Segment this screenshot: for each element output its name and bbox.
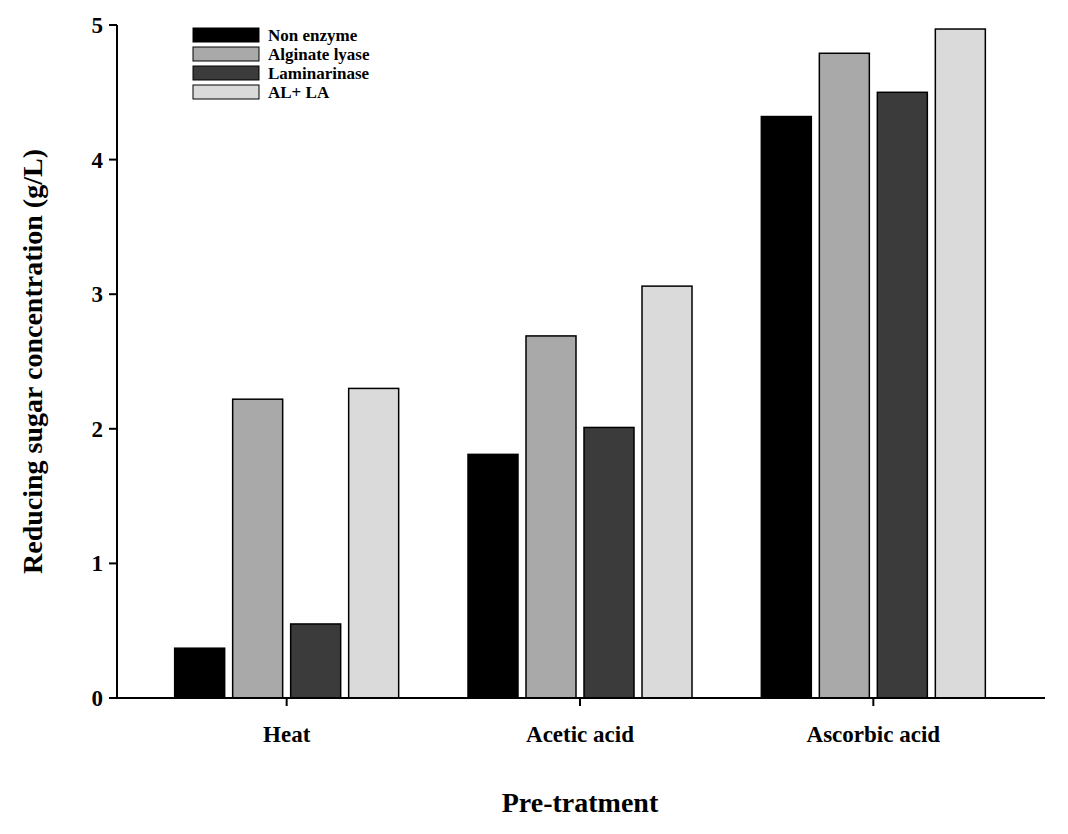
legend-label: Alginate lyase xyxy=(268,45,370,64)
x-tick xyxy=(579,698,581,706)
y-tick xyxy=(109,562,117,564)
y-tick-label: 1 xyxy=(92,551,104,576)
bar xyxy=(761,117,811,698)
legend: Non enzymeAlginate lyaseLaminarinaseAL+ … xyxy=(193,26,370,102)
x-tick xyxy=(872,698,874,706)
bar xyxy=(349,388,399,698)
x-axis-title: Pre-tratment xyxy=(502,787,659,818)
y-axis xyxy=(116,25,118,698)
bar xyxy=(291,624,341,698)
y-tick xyxy=(109,24,117,26)
y-tick xyxy=(109,428,117,430)
bars xyxy=(175,29,986,698)
bar xyxy=(935,29,985,698)
x-tick-label: Heat xyxy=(263,722,311,747)
y-tick-label: 4 xyxy=(92,148,104,173)
y-tick-label: 2 xyxy=(92,417,104,442)
bar xyxy=(819,53,869,698)
bar xyxy=(877,92,927,698)
x-tick xyxy=(286,698,288,706)
y-tick-label: 0 xyxy=(92,686,104,711)
bar xyxy=(233,399,283,698)
bar xyxy=(526,336,576,698)
legend-swatch xyxy=(193,85,259,99)
y-axis-title: Reducing sugar concentration (g/L) xyxy=(17,149,48,574)
legend-label: Laminarinase xyxy=(268,64,370,83)
bar xyxy=(175,648,225,698)
y-tick xyxy=(109,697,117,699)
x-tick-label: Acetic acid xyxy=(526,722,634,747)
legend-swatch xyxy=(193,28,259,42)
y-tick-label: 3 xyxy=(92,282,104,307)
x-tick-label: Ascorbic acid xyxy=(807,722,941,747)
legend-swatch xyxy=(193,66,259,80)
bar xyxy=(642,286,692,698)
y-tick xyxy=(109,159,117,161)
bar xyxy=(584,427,634,698)
legend-swatch xyxy=(193,47,259,61)
chart: 0 1 2 3 4 5 Heat Acetic acid Ascorbic acid Pre-tr… xyxy=(0,0,1068,834)
y-tick xyxy=(109,293,117,295)
bar xyxy=(468,454,518,698)
y-tick-label: 5 xyxy=(92,13,104,38)
legend-label: Non enzyme xyxy=(268,26,358,45)
legend-label: AL+ LA xyxy=(268,83,330,102)
